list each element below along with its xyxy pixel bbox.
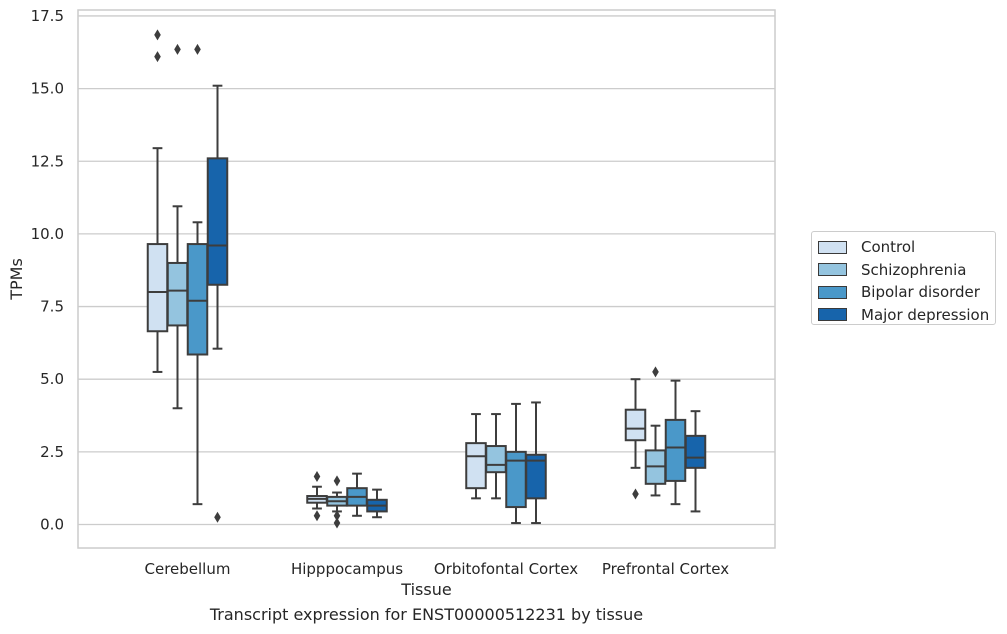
y-tick-label: 7.5 bbox=[40, 298, 64, 316]
outlier-point bbox=[333, 517, 341, 529]
box-body bbox=[525, 453, 547, 500]
box-bipolar-disorder bbox=[664, 379, 687, 506]
outlier-point bbox=[194, 43, 201, 55]
outlier-point bbox=[154, 51, 161, 63]
boxes bbox=[146, 29, 707, 529]
y-tick-label: 10.0 bbox=[31, 225, 64, 243]
box-control bbox=[306, 471, 328, 522]
box-body bbox=[206, 157, 229, 286]
outlier-point bbox=[652, 366, 659, 378]
legend-item: Control bbox=[818, 236, 995, 259]
box-major-depression bbox=[206, 84, 229, 523]
box-body bbox=[186, 243, 209, 356]
outlier-point bbox=[632, 488, 639, 500]
box-schizophrenia bbox=[644, 366, 667, 497]
x-ticks: Cerebellum Hipppocampus Orbitofontal Corte… bbox=[145, 560, 730, 578]
box-schizophrenia bbox=[485, 413, 507, 500]
box-major-depression bbox=[525, 401, 547, 525]
y-tick-label: 17.5 bbox=[31, 7, 64, 25]
box-body bbox=[664, 418, 687, 482]
y-tick-label: 5.0 bbox=[40, 370, 64, 388]
box-schizophrenia bbox=[326, 475, 348, 529]
x-tick-label: Orbitofontal Cortex bbox=[434, 560, 578, 578]
outlier-point bbox=[333, 510, 341, 522]
outlier-point bbox=[313, 471, 321, 483]
legend-swatch bbox=[818, 240, 847, 254]
box-control bbox=[465, 413, 487, 500]
x-tick-label: Prefrontal Cortex bbox=[602, 560, 729, 578]
box-body bbox=[166, 261, 189, 327]
y-axis-label: TPMs bbox=[7, 258, 26, 301]
legend-swatch bbox=[818, 285, 847, 299]
chart-caption: Transcript expression for ENST0000051223… bbox=[209, 605, 644, 624]
outlier-point bbox=[154, 29, 161, 41]
legend-swatch bbox=[818, 308, 847, 322]
legend-label: Control bbox=[861, 238, 916, 257]
y-tick-label: 15.0 bbox=[31, 80, 64, 98]
legend: Control Schizophrenia Bipolar disorder Majo… bbox=[811, 231, 996, 325]
outlier-point bbox=[313, 510, 321, 522]
box-body bbox=[624, 408, 647, 442]
legend-label: Schizophrenia bbox=[861, 260, 967, 279]
x-axis-label: Tissue bbox=[400, 580, 451, 599]
legend-swatch bbox=[818, 263, 847, 277]
box-control bbox=[624, 378, 647, 500]
legend-label: Major depression bbox=[861, 305, 990, 324]
box-body bbox=[485, 445, 507, 474]
outlier-point bbox=[214, 511, 221, 523]
outlier-point bbox=[333, 475, 341, 487]
legend-label: Bipolar disorder bbox=[861, 283, 980, 302]
legend-item: Bipolar disorder bbox=[818, 281, 995, 304]
box-body bbox=[146, 243, 169, 333]
legend-item: Major depression bbox=[818, 304, 995, 327]
box-body bbox=[465, 442, 487, 490]
box-major-depression bbox=[684, 410, 707, 513]
plot-frame bbox=[77, 9, 776, 549]
box-schizophrenia bbox=[166, 43, 189, 410]
box-body bbox=[684, 434, 707, 469]
box-bipolar-disorder bbox=[346, 472, 368, 517]
box-bipolar-disorder bbox=[505, 402, 527, 525]
y-tick-label: 0.0 bbox=[40, 516, 64, 534]
box-major-depression bbox=[366, 488, 388, 519]
legend-item: Schizophrenia bbox=[818, 259, 995, 282]
y-ticks: 0.0 2.5 5.0 7.5 10.0 12.5 15.0 17.5 bbox=[31, 7, 64, 534]
box-control bbox=[146, 29, 169, 373]
box-bipolar-disorder bbox=[186, 43, 209, 506]
y-tick-label: 2.5 bbox=[40, 443, 64, 461]
x-tick-label: Hipppocampus bbox=[291, 560, 403, 578]
x-tick-label: Cerebellum bbox=[145, 560, 231, 578]
y-tick-label: 12.5 bbox=[31, 152, 64, 170]
outlier-point bbox=[174, 43, 181, 55]
